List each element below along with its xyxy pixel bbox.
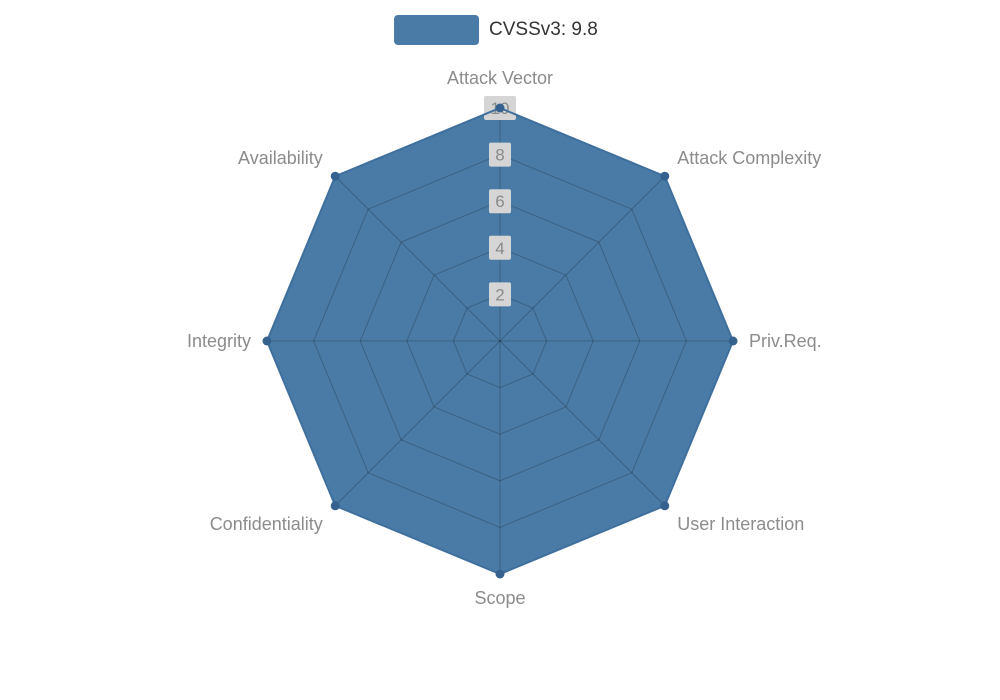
- grid-ring: [406, 247, 594, 435]
- grid-spoke: [499, 340, 666, 507]
- axis-label: Priv.Req.: [749, 331, 822, 351]
- legend-swatch[interactable]: [394, 15, 480, 45]
- axis-label: Availability: [238, 148, 323, 168]
- grid-spoke: [334, 340, 501, 507]
- vertex-marker: [660, 171, 670, 181]
- axis-label: Integrity: [187, 331, 251, 351]
- vertex-marker: [495, 569, 505, 579]
- vertex-marker: [728, 336, 738, 346]
- grid-ring: [359, 200, 641, 482]
- grid-ring: [313, 154, 687, 528]
- tick-label: 8: [495, 146, 504, 165]
- tick-label: 4: [495, 239, 504, 258]
- grid-ring: [452, 293, 548, 389]
- vertex-marker: [660, 501, 670, 511]
- legend[interactable]: CVSSv3: 9.8: [394, 15, 598, 45]
- vertex-marker: [495, 103, 505, 113]
- grid-spoke: [499, 175, 666, 342]
- tick-label-bg: [489, 282, 511, 307]
- tick-label: 2: [495, 285, 504, 304]
- tick-label-bg: [489, 235, 511, 260]
- axis-label: Confidentiality: [210, 514, 323, 534]
- tick-label-bg: [489, 142, 511, 167]
- legend-label: CVSSv3: 9.8: [489, 19, 598, 40]
- radar-area: [267, 108, 733, 574]
- vertex-marker: [262, 336, 272, 346]
- tick-label-bg: [489, 189, 511, 214]
- vertex-marker: [330, 171, 340, 181]
- axis-label: Attack Complexity: [677, 148, 821, 168]
- axis-label: User Interaction: [677, 514, 804, 534]
- grid-spoke: [334, 175, 501, 342]
- axis-label: Scope: [474, 588, 525, 608]
- tick-label: 6: [495, 192, 504, 211]
- axis-label: Attack Vector: [447, 68, 553, 88]
- vertex-marker: [330, 501, 340, 511]
